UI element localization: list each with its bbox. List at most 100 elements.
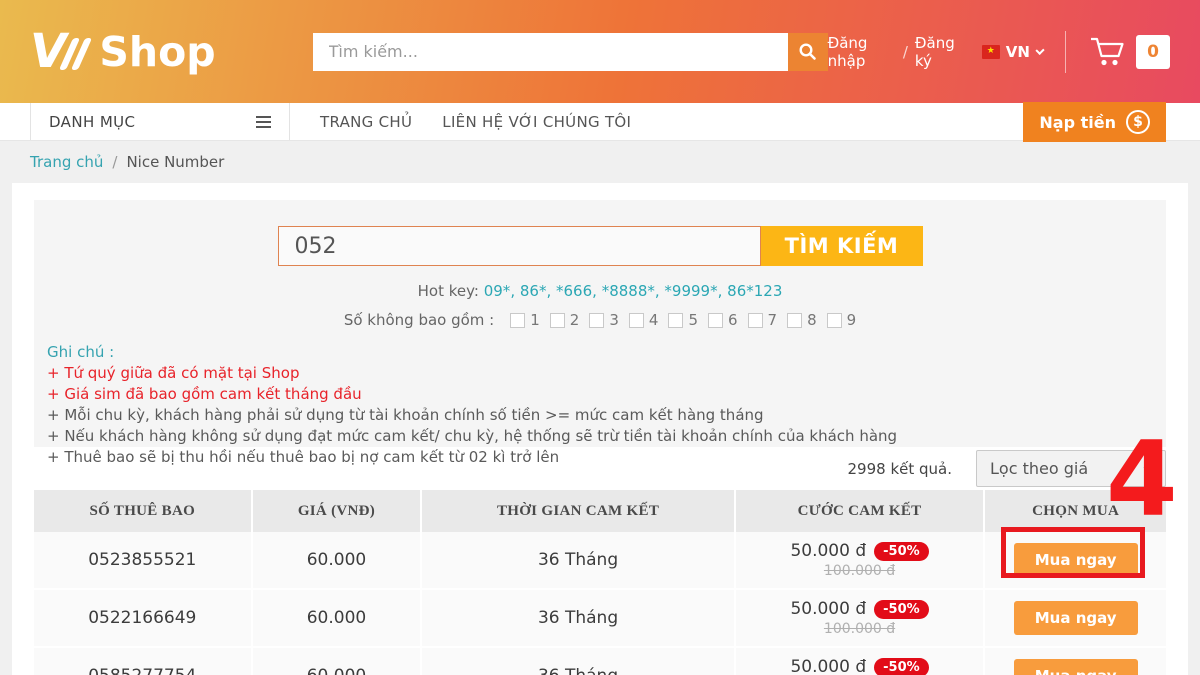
hotkey-link[interactable]: *8888*: [602, 282, 665, 300]
sim-search-button[interactable]: TÌM KIẾM: [760, 226, 923, 266]
header-search: [312, 32, 828, 71]
content-card: TÌM KIẾM Hot key: 09* 86* *666 *8888* *9…: [12, 183, 1188, 675]
sim-search-panel: TÌM KIẾM Hot key: 09* 86* *666 *8888* *9…: [34, 200, 1166, 466]
price: 60.000: [253, 590, 423, 646]
hotkey-link[interactable]: 09*: [484, 282, 520, 300]
price: 60.000: [253, 532, 423, 588]
fee-value: 50.000 đ: [790, 657, 867, 675]
annotation-highlight-rect: [1001, 527, 1145, 578]
note-line: + Thuê bao sẽ bị thu hồi nếu thuê bao bị…: [47, 448, 560, 466]
fee-value: 50.000 đ: [790, 541, 867, 561]
annotation-step-number: 4: [1106, 420, 1178, 540]
breadcrumb-current: Nice Number: [126, 153, 225, 171]
header-right: Đăng nhập / Đăng ký ★ VN 0: [827, 30, 1170, 73]
notes-title: Ghi chú :: [47, 343, 115, 361]
login-link[interactable]: Đăng nhập: [827, 33, 868, 70]
notes-section: Ghi chú : + Tứ quý giữa đã có mặt tại Sh…: [34, 343, 1166, 466]
hotkey-link[interactable]: *666: [556, 282, 602, 300]
exclude-digit-1: 1: [510, 311, 540, 329]
commit-duration: 36 Tháng: [422, 532, 736, 588]
locale-label[interactable]: VN: [1005, 42, 1030, 61]
exclude-checkbox-2[interactable]: [549, 312, 565, 328]
col-header-fee: CƯỚC CAM KẾT: [736, 490, 986, 532]
search-icon: [798, 42, 817, 61]
logo-slashes-icon: [59, 37, 93, 70]
nav-item-contact[interactable]: LIÊN HỆ VỚI CHÚNG TÔI: [442, 112, 632, 131]
register-link[interactable]: Đăng ký: [914, 33, 955, 70]
buy-now-button[interactable]: Mua ngay: [1013, 659, 1138, 675]
hotkey-link[interactable]: *9999*: [664, 282, 727, 300]
nav-item-home[interactable]: TRANG CHỦ: [320, 112, 413, 131]
exclude-checkbox-3[interactable]: [589, 312, 605, 328]
breadcrumb-separator: /: [112, 153, 118, 171]
commit-duration: 36 Tháng: [422, 648, 736, 675]
dollar-icon: $: [1126, 110, 1150, 134]
sim-number-input[interactable]: [277, 226, 761, 266]
phone-number: 0523855521: [34, 532, 253, 588]
commit-fee-cell: 50.000 đ -50% 100.000 đ: [736, 648, 986, 675]
header-divider: [1065, 30, 1066, 73]
sim-search-row: TÌM KIẾM: [34, 226, 1166, 266]
cart-button[interactable]: 0: [1088, 34, 1170, 69]
commit-fee-cell: 50.000 đ -50% 100.000 đ: [736, 590, 986, 646]
menu-icon: [256, 115, 271, 128]
exclude-digit-8: 8: [787, 311, 817, 329]
commit-duration: 36 Tháng: [422, 590, 736, 646]
breadcrumb-home-link[interactable]: Trang chủ: [30, 153, 104, 171]
breadcrumb: Trang chủ / Nice Number: [0, 141, 1200, 183]
exclude-digit-2: 2: [549, 311, 579, 329]
exclude-checkbox-4[interactable]: [628, 312, 644, 328]
note-line: + Tứ quý giữa đã có mặt tại Shop: [47, 364, 300, 382]
exclude-digit-6: 6: [707, 311, 738, 329]
exclude-label: Số không bao gồm :: [343, 311, 495, 329]
header-search-button[interactable]: [787, 32, 828, 71]
buy-now-button[interactable]: Mua ngay: [1013, 543, 1138, 577]
shop-logo[interactable]: V Shop: [25, 24, 216, 79]
table-row: 0585277754 60.000 36 Tháng 50.000 đ -50%…: [34, 648, 1166, 675]
exclude-checkbox-5[interactable]: [668, 312, 684, 328]
logo-text: Shop: [99, 27, 216, 76]
price: 60.000: [253, 648, 423, 675]
hotkey-row: Hot key: 09* 86* *666 *8888* *9999* 86*1…: [34, 282, 1166, 300]
old-fee-value: 100.000 đ: [823, 621, 896, 637]
commit-fee-cell: 50.000 đ -50% 100.000 đ: [736, 532, 986, 588]
catalog-label: DANH MỤC: [49, 112, 136, 131]
price-filter-label: Lọc theo giá: [990, 459, 1089, 478]
exclude-checkbox-9[interactable]: [826, 312, 842, 328]
discount-badge: -50%: [874, 657, 929, 675]
exclude-digit-4: 4: [628, 311, 658, 329]
col-header-duration: THỜI GIAN CAM KẾT: [422, 490, 736, 532]
results-count: 2998 kết quả.: [847, 459, 953, 478]
cart-icon: [1088, 35, 1126, 68]
catalog-menu-button[interactable]: DANH MỤC: [30, 103, 290, 140]
exclude-digit-3: 3: [589, 311, 619, 329]
table-row: 0523855521 60.000 36 Tháng 50.000 đ -50%…: [34, 532, 1166, 590]
phone-number: 0585277754: [34, 648, 253, 675]
topup-button[interactable]: Nạp tiền $: [1023, 102, 1166, 142]
col-header-price: GIÁ (VNĐ): [253, 490, 423, 532]
phone-number: 0522166649: [34, 590, 253, 646]
table-row: 0522166649 60.000 36 Tháng 50.000 đ -50%…: [34, 590, 1166, 648]
chevron-down-icon[interactable]: [1035, 45, 1045, 55]
exclude-checkbox-8[interactable]: [787, 312, 803, 328]
exclude-checkbox-1[interactable]: [510, 312, 526, 328]
flag-vn-icon: ★: [981, 44, 1000, 59]
exclude-checkbox-6[interactable]: [707, 312, 723, 328]
star-icon: ★: [986, 46, 995, 56]
header: V Shop Đăng nhập / Đăng ký ★ VN: [0, 0, 1200, 103]
price-filter-dropdown[interactable]: Lọc theo giá: [976, 450, 1166, 487]
note-line: + Giá sim đã bao gồm cam kết tháng đầu: [47, 385, 362, 403]
auth-separator: /: [902, 42, 908, 61]
col-header-buy: CHỌN MUA: [1032, 502, 1120, 519]
header-search-input[interactable]: [312, 32, 788, 71]
hotkey-link[interactable]: 86*123: [727, 282, 783, 300]
hotkey-link[interactable]: 86*: [520, 282, 556, 300]
table-header: SỐ THUÊ BAO GIÁ (VNĐ) THỜI GIAN CAM KẾT …: [34, 490, 1166, 532]
note-line: + Mỗi chu kỳ, khách hàng phải sử dụng từ…: [47, 406, 764, 424]
old-fee-value: 100.000 đ: [823, 563, 896, 579]
col-header-phone: SỐ THUÊ BAO: [34, 490, 253, 532]
buy-now-button[interactable]: Mua ngay: [1013, 601, 1138, 635]
exclude-checkbox-7[interactable]: [747, 312, 763, 328]
logo-v-glyph: V: [25, 24, 70, 79]
topup-label: Nạp tiền: [1039, 112, 1116, 132]
